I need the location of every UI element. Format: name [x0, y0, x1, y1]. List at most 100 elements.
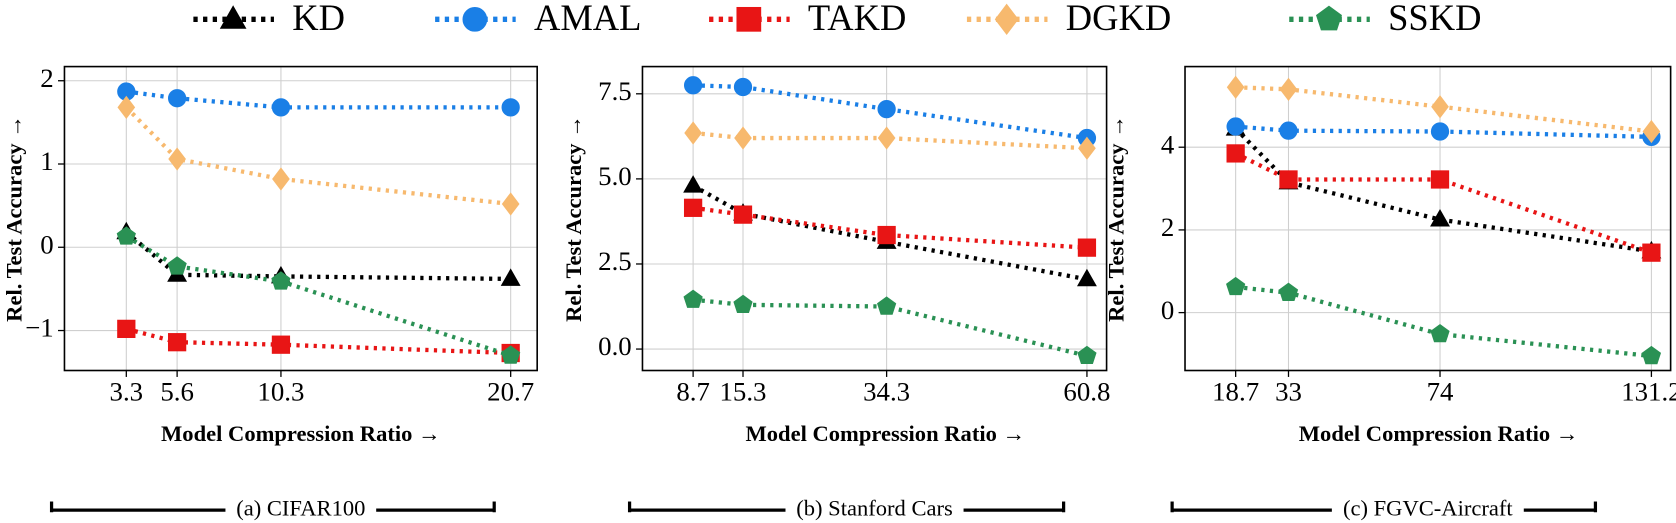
y-tick-label: 2.5 [598, 246, 632, 276]
data-point [1076, 268, 1097, 287]
series-line [1234, 127, 1652, 254]
x-axis-label: Model Compression Ratio → [745, 421, 1025, 446]
data-point [116, 226, 136, 245]
y-tick-label: 0.0 [598, 331, 632, 361]
series-line [1235, 85, 1652, 134]
y-tick-label: 4 [1161, 129, 1174, 159]
data-point [1641, 345, 1662, 365]
legend-marker [462, 6, 488, 32]
data-point [733, 205, 753, 224]
y-tick-label: 2 [1161, 212, 1174, 242]
data-point [1431, 95, 1449, 119]
caption: (c) FGVC-Aircraft [1343, 495, 1513, 520]
legend-marker [219, 5, 247, 29]
x-tick-label: 5.6 [160, 376, 194, 406]
data-point [167, 89, 187, 108]
x-tick-label: 3.3 [110, 376, 144, 406]
data-point [1226, 276, 1246, 296]
data-point [501, 98, 520, 117]
data-point [500, 268, 521, 286]
data-point [168, 147, 186, 171]
axes-frame [1184, 65, 1672, 372]
x-tick-label: 8.7 [676, 376, 710, 406]
data-point [501, 345, 521, 364]
caption: (b) Stanford Cars [796, 495, 953, 520]
data-point [877, 225, 896, 245]
series-line [692, 205, 1088, 250]
axes-frame [641, 65, 1108, 372]
x-tick-label: 60.8 [1063, 376, 1110, 406]
y-axis-label: Rel. Test Accuracy → [1, 115, 26, 322]
data-point [734, 126, 752, 150]
legend-label: SSKD [1388, 0, 1481, 38]
legend-label: AMAL [534, 0, 642, 38]
data-point [683, 175, 704, 193]
y-axis-label: Rel. Test Accuracy → [1104, 115, 1129, 322]
series-line [692, 297, 1088, 358]
data-point [117, 95, 136, 120]
y-tick-label: 5.0 [598, 161, 632, 191]
x-tick-label: 74 [1427, 376, 1454, 406]
series-line [1234, 151, 1653, 255]
legend-marker [994, 3, 1019, 35]
y-tick-label: 0 [1161, 295, 1174, 325]
data-point [1642, 243, 1661, 262]
legend-marker [736, 6, 762, 32]
data-point [1279, 170, 1298, 189]
data-point [684, 121, 702, 145]
series-line [692, 130, 1088, 151]
data-point [1078, 136, 1096, 160]
data-point [1430, 209, 1450, 227]
caption: (a) CIFAR100 [236, 495, 365, 520]
data-point [1430, 324, 1450, 343]
x-axis-label: Model Compression Ratio → [161, 421, 441, 446]
series-line [693, 83, 1088, 141]
y-tick-label: 7.5 [598, 76, 632, 106]
data-point [117, 319, 136, 338]
data-point [876, 296, 897, 315]
data-point [877, 99, 896, 119]
data-point [1430, 122, 1450, 141]
data-point [1226, 117, 1245, 136]
data-point [271, 271, 291, 290]
x-tick-label: 20.7 [487, 376, 534, 406]
data-point [271, 335, 291, 354]
data-point [271, 98, 291, 117]
data-point [1226, 144, 1245, 163]
data-point [272, 167, 290, 191]
x-axis-label: Model Compression Ratio → [1299, 421, 1579, 446]
y-tick-label: 0 [40, 229, 53, 259]
data-point [167, 333, 187, 352]
x-tick-label: 18.7 [1212, 376, 1259, 406]
y-tick-label: 2 [40, 63, 53, 93]
x-tick-label: 15.3 [720, 376, 767, 406]
data-point [501, 192, 520, 216]
axes-frame [63, 65, 538, 372]
data-point [1279, 121, 1298, 140]
y-tick-label: 1 [40, 146, 53, 176]
data-point [1430, 170, 1450, 189]
data-point [1077, 238, 1097, 257]
series-line [1235, 124, 1652, 140]
series-line [124, 230, 511, 282]
series-line [1235, 284, 1652, 359]
data-point [167, 256, 187, 275]
data-point [733, 294, 753, 314]
x-tick-label: 34.3 [863, 376, 910, 406]
legend-label: TAKD [808, 0, 907, 38]
series-line [692, 183, 1088, 282]
series-line [125, 326, 511, 356]
series-line [124, 105, 511, 207]
x-tick-label: 131.2 [1621, 376, 1676, 406]
data-point [1226, 75, 1245, 99]
data-point [683, 198, 703, 217]
legend-marker [1315, 5, 1342, 31]
data-point [1278, 282, 1299, 301]
data-point [733, 77, 753, 97]
data-point [877, 126, 896, 150]
series-line [125, 234, 512, 358]
data-point [1642, 119, 1661, 144]
data-point [1279, 77, 1298, 101]
x-tick-label: 10.3 [257, 376, 304, 406]
